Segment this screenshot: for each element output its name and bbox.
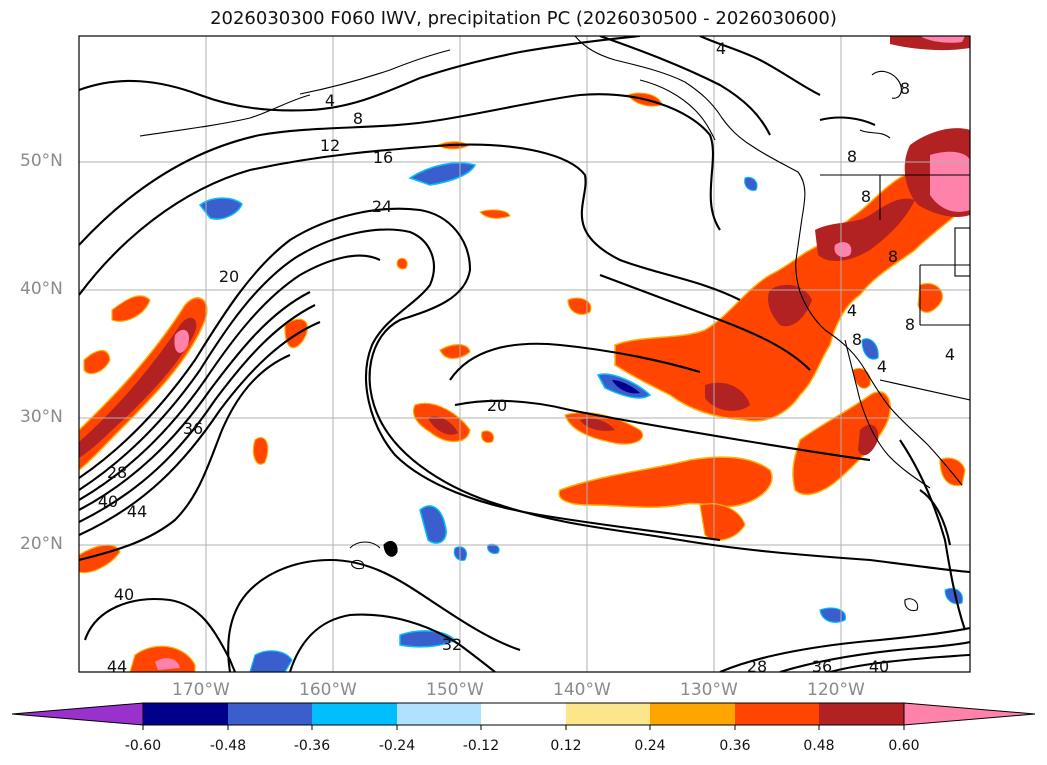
colorbar-bin — [312, 703, 397, 725]
contour-label: 8 — [905, 315, 915, 334]
contour-label: 20 — [219, 267, 239, 286]
contour-label: 40 — [98, 492, 118, 511]
longitude-label: 150°W — [426, 680, 484, 700]
contour-label: 36 — [812, 657, 832, 676]
contour-label: 8 — [888, 247, 898, 266]
contour-label: 8 — [852, 330, 862, 349]
colorbar-bin — [566, 703, 650, 725]
contour-label: 16 — [373, 148, 393, 167]
map-frame — [78, 35, 971, 673]
longitude-label: 120°W — [807, 680, 865, 700]
contour-label: 24 — [372, 197, 392, 216]
colorbar-tick-label: -0.60 — [124, 738, 162, 754]
contour-label: 4 — [945, 345, 955, 364]
iwv-contours — [79, 36, 970, 672]
colorbar-extend-low — [11, 702, 144, 726]
contour-label: 40 — [869, 657, 889, 676]
colorbar-tick-label: 0.48 — [803, 738, 835, 754]
contour-label: 36 — [183, 419, 203, 438]
colorbar-tick-label: -0.36 — [293, 738, 331, 754]
colorbar-frame — [142, 702, 905, 726]
map-background — [79, 36, 970, 672]
contour-label: 8 — [900, 79, 910, 98]
longitude-label: 130°W — [680, 680, 738, 700]
map-title: 2026030300 F060 IWV, precipitation PC (2… — [210, 8, 837, 29]
contour-label: 8 — [861, 187, 871, 206]
colorbar-bin — [143, 703, 228, 725]
contour-label: 4 — [847, 301, 857, 320]
colorbar-tick-label: -0.24 — [378, 738, 416, 754]
colorbar-tick-label: 0.36 — [719, 738, 751, 754]
colorbar-bin — [819, 703, 904, 725]
contour-label: 32 — [442, 635, 462, 654]
colorbar-bin — [397, 703, 481, 725]
latitude-label: 50°N — [20, 151, 63, 171]
contour-label: 12 — [320, 136, 340, 155]
latitude-label: 40°N — [20, 279, 63, 299]
contour-label: 8 — [847, 147, 857, 166]
longitude-label: 140°W — [553, 680, 611, 700]
contour-label: 44 — [127, 502, 147, 521]
contour-label: 20 — [487, 396, 507, 415]
latitude-label: 20°N — [20, 534, 63, 554]
colorbar-tick-label: 0.12 — [550, 738, 582, 754]
contour-label: 8 — [353, 109, 363, 128]
contour-label: 44 — [107, 657, 127, 676]
colorbar-bin — [228, 703, 312, 725]
coastline — [139, 36, 970, 612]
contour-label: 4 — [716, 39, 726, 58]
contour-label: 4 — [325, 91, 335, 110]
colorbar-bin — [650, 703, 735, 725]
colorbar-bin — [481, 703, 566, 725]
contour-label: 4 — [877, 357, 887, 376]
colorbar — [11, 702, 1036, 730]
colorbar-bin — [735, 703, 819, 725]
colorbar-extend-high — [903, 702, 1036, 726]
graticule — [79, 36, 970, 672]
contour-label: 28 — [747, 657, 767, 676]
colorbar-tick-label: 0.60 — [888, 738, 920, 754]
colorbar-tick-label: 0.24 — [634, 738, 666, 754]
latitude-label: 30°N — [20, 407, 63, 427]
longitude-label: 160°W — [299, 680, 357, 700]
colorbar-tick-label: -0.12 — [462, 738, 500, 754]
contour-label: 40 — [114, 585, 134, 604]
longitude-label: 170°W — [172, 680, 230, 700]
contour-labels: 4 8 12 16 24 20 20 36 28 40 44 40 44 32 … — [98, 39, 955, 676]
contour-label: 28 — [107, 463, 127, 482]
colorbar-tick-label: -0.48 — [209, 738, 247, 754]
